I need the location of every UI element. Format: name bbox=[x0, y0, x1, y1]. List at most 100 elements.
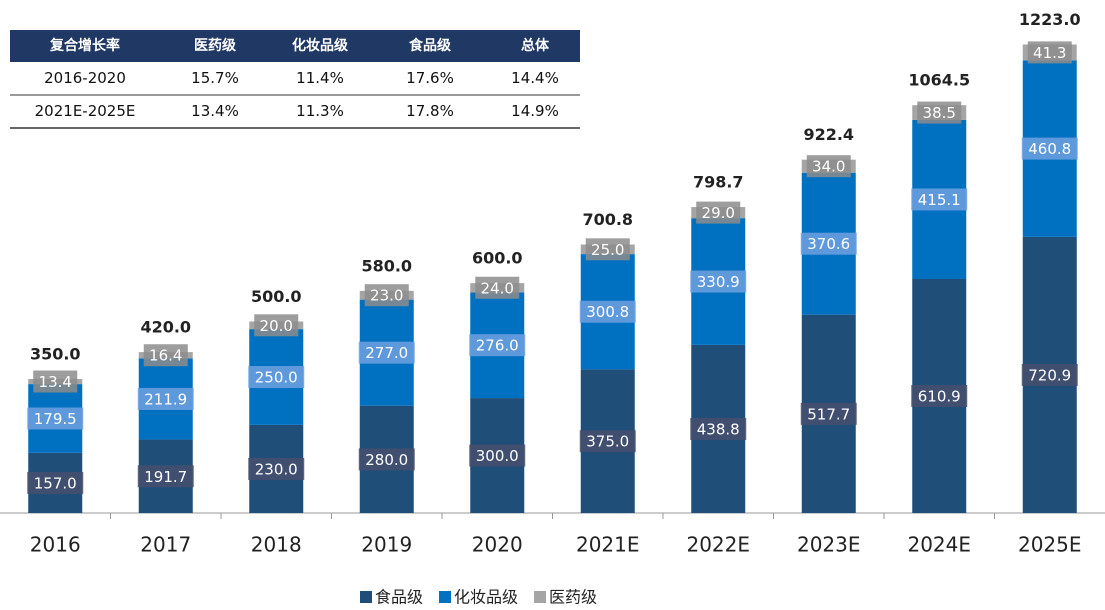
value-label: 41.3 bbox=[1033, 44, 1066, 62]
value-label: 20.0 bbox=[260, 317, 293, 335]
value-label: 300.8 bbox=[586, 303, 629, 321]
value-label: 24.0 bbox=[481, 279, 514, 297]
value-label-box bbox=[585, 238, 630, 261]
value-label-box bbox=[911, 188, 968, 211]
table-cell: 13.4% bbox=[191, 102, 239, 120]
x-tick-label: 2020 bbox=[472, 533, 523, 557]
total-label: 420.0 bbox=[140, 318, 191, 337]
table-header-cell: 化妆品级 bbox=[292, 37, 349, 54]
value-label-box bbox=[806, 155, 851, 178]
value-label: 276.0 bbox=[476, 337, 519, 355]
total-label: 1064.5 bbox=[908, 71, 970, 90]
legend-swatch bbox=[534, 591, 547, 603]
value-label: 375.0 bbox=[586, 433, 629, 451]
value-label-box bbox=[248, 457, 305, 480]
value-label: 720.9 bbox=[1028, 366, 1071, 384]
x-tick-label: 2018 bbox=[251, 533, 302, 557]
table-header-bg bbox=[10, 30, 580, 62]
value-label: 38.5 bbox=[923, 104, 956, 122]
value-label-box bbox=[137, 387, 194, 410]
value-label-box bbox=[579, 430, 636, 453]
value-label-box bbox=[27, 471, 84, 494]
value-label: 29.0 bbox=[702, 204, 735, 222]
value-label-box bbox=[469, 334, 526, 357]
value-label: 23.0 bbox=[370, 287, 403, 305]
legend-label: 食品级 bbox=[375, 588, 423, 607]
value-label-box bbox=[911, 384, 968, 407]
value-label: 157.0 bbox=[34, 474, 77, 492]
value-label: 13.4 bbox=[39, 373, 72, 391]
value-label: 280.0 bbox=[365, 451, 408, 469]
value-label-box bbox=[143, 344, 188, 367]
total-label: 600.0 bbox=[472, 249, 523, 268]
value-label-box bbox=[800, 402, 857, 425]
value-label: 415.1 bbox=[918, 191, 961, 209]
value-label: 211.9 bbox=[144, 390, 187, 408]
value-label-box bbox=[27, 407, 84, 430]
value-label: 16.4 bbox=[149, 347, 182, 365]
value-label-box bbox=[800, 232, 857, 255]
value-label-box bbox=[358, 448, 415, 471]
legend-label: 医药级 bbox=[549, 588, 597, 607]
x-tick-label: 2021E bbox=[576, 533, 640, 557]
value-label: 517.7 bbox=[807, 405, 850, 423]
value-label: 34.0 bbox=[812, 158, 845, 176]
value-label: 370.6 bbox=[807, 235, 850, 253]
value-label-box bbox=[696, 201, 741, 224]
value-label-box bbox=[690, 417, 747, 440]
table-cell: 2016-2020 bbox=[44, 69, 126, 87]
x-tick-label: 2016 bbox=[30, 533, 81, 557]
value-label-box bbox=[358, 341, 415, 364]
table-cell: 11.3% bbox=[296, 102, 344, 120]
x-tick-label: 2019 bbox=[361, 533, 412, 557]
table-cell: 17.6% bbox=[406, 69, 454, 87]
total-label: 350.0 bbox=[30, 344, 81, 363]
value-label-box bbox=[137, 465, 194, 488]
value-label-box bbox=[364, 284, 409, 307]
table-header-cell: 总体 bbox=[521, 37, 550, 54]
table-header-cell: 医药级 bbox=[194, 37, 237, 54]
value-label: 460.8 bbox=[1028, 140, 1071, 158]
total-label: 500.0 bbox=[251, 287, 302, 306]
table-cell: 14.4% bbox=[511, 69, 559, 87]
value-label: 191.7 bbox=[144, 468, 187, 486]
value-label-box bbox=[1021, 363, 1078, 386]
value-label-box bbox=[469, 444, 526, 467]
legend-swatch bbox=[439, 591, 452, 603]
value-label-box bbox=[475, 276, 520, 299]
value-label-box bbox=[1021, 137, 1078, 160]
total-label: 700.8 bbox=[582, 210, 633, 229]
x-tick-label: 2017 bbox=[140, 533, 191, 557]
total-label: 580.0 bbox=[361, 256, 412, 275]
value-label: 300.0 bbox=[476, 447, 519, 465]
legend-swatch bbox=[360, 591, 372, 603]
value-label-box bbox=[248, 366, 305, 389]
value-label: 330.9 bbox=[697, 273, 740, 291]
value-label-box bbox=[1027, 41, 1072, 64]
value-label: 250.0 bbox=[255, 369, 298, 387]
value-label-box bbox=[254, 314, 299, 337]
legend-label: 化妆品级 bbox=[454, 588, 518, 607]
value-label: 438.8 bbox=[697, 420, 740, 438]
x-tick-label: 2022E bbox=[686, 533, 750, 557]
x-tick-label: 2024E bbox=[907, 533, 971, 557]
x-tick-label: 2023E bbox=[797, 533, 861, 557]
value-label: 230.0 bbox=[255, 460, 298, 478]
value-label: 277.0 bbox=[365, 344, 408, 362]
x-tick-label: 2025E bbox=[1018, 533, 1082, 557]
value-label: 610.9 bbox=[918, 387, 961, 405]
table-cell: 2021E-2025E bbox=[35, 102, 136, 120]
value-label: 179.5 bbox=[34, 410, 77, 428]
total-label: 922.4 bbox=[803, 125, 854, 144]
value-label-box bbox=[33, 370, 78, 393]
table-cell: 14.9% bbox=[511, 102, 559, 120]
table-header-cell: 食品级 bbox=[409, 37, 452, 54]
table-cell: 15.7% bbox=[191, 69, 239, 87]
value-label-box bbox=[917, 101, 962, 124]
value-label: 25.0 bbox=[591, 241, 624, 259]
total-label: 798.7 bbox=[693, 173, 744, 192]
table-cell: 11.4% bbox=[296, 69, 344, 87]
total-label: 1223.0 bbox=[1019, 10, 1081, 29]
table-cell: 17.8% bbox=[406, 102, 454, 120]
